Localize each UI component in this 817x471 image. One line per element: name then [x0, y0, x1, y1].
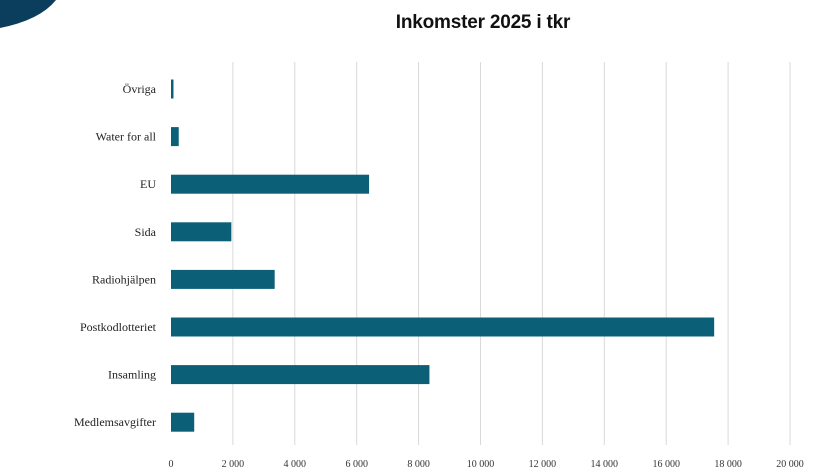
- category-label: Radiohjälpen: [92, 272, 156, 286]
- bar: [171, 317, 715, 337]
- x-tick-label: 10 000: [467, 459, 495, 470]
- x-tick-label: 6 000: [345, 459, 368, 470]
- category-label: Sida: [135, 225, 157, 239]
- x-tick-label: 0: [169, 459, 174, 470]
- category-label: Insamling: [108, 368, 156, 382]
- category-label: Övriga: [123, 82, 157, 96]
- bar: [171, 412, 195, 432]
- x-tick-label: 18 000: [714, 459, 742, 470]
- bar: [171, 222, 232, 242]
- category-labels: Övriga Water for all EU Sida Radiohjälpen Pos…: [74, 82, 157, 429]
- x-tick-label: 14 000: [591, 459, 619, 470]
- category-label: Water for all: [96, 130, 157, 144]
- bar: [171, 127, 179, 147]
- x-tick-label: 16 000: [652, 459, 680, 470]
- bar: [171, 365, 430, 385]
- x-tick-label: 8 000: [407, 459, 430, 470]
- category-label: Postkodlotteriet: [80, 320, 157, 334]
- category-label: EU: [140, 177, 156, 191]
- bar: [171, 269, 275, 289]
- x-tick-label: 4 000: [284, 459, 307, 470]
- category-label: Medlemsavgifter: [74, 415, 156, 429]
- x-tick-label: 12 000: [529, 459, 557, 470]
- bars: [171, 79, 715, 432]
- bar: [171, 79, 174, 99]
- chart-title: Inkomster 2025 i tkr: [395, 12, 571, 33]
- corner-decoration: [0, 0, 56, 28]
- bar: [171, 174, 370, 194]
- x-tick-labels: 0 2 000 4 000 6 000 8 000 10 000 12 000 14 000 1…: [169, 459, 804, 470]
- x-tick-label: 20 000: [776, 459, 804, 470]
- gridlines: [232, 62, 791, 445]
- x-tick-label: 2 000: [222, 459, 245, 470]
